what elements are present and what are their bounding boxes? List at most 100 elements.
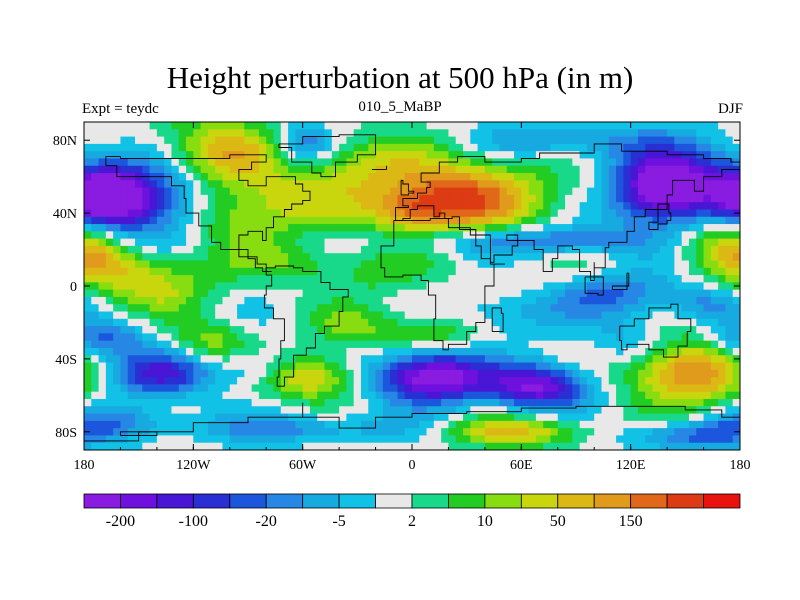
field-cell xyxy=(171,209,180,218)
field-cell xyxy=(178,173,187,181)
field-cell xyxy=(207,245,216,254)
field-cell xyxy=(397,435,406,444)
field-cell xyxy=(667,224,675,232)
field-cell xyxy=(528,253,537,262)
field-cell xyxy=(142,318,151,327)
field-cell xyxy=(324,282,333,291)
field-cell xyxy=(681,136,690,145)
field-cell xyxy=(91,398,100,407)
field-cell xyxy=(142,267,151,276)
field-cell xyxy=(594,173,603,181)
field-cell xyxy=(514,202,522,211)
field-cell xyxy=(382,209,391,218)
field-cell xyxy=(477,413,486,422)
field-cell xyxy=(91,158,100,167)
field-cell xyxy=(616,289,624,298)
field-cell xyxy=(623,420,632,429)
field-cell xyxy=(579,194,588,203)
field-cell xyxy=(339,340,347,349)
field-cell xyxy=(186,267,194,276)
field-cell xyxy=(579,187,588,196)
field-cell xyxy=(222,398,231,407)
field-cell xyxy=(200,122,209,130)
field-cell xyxy=(565,428,573,437)
field-cell xyxy=(433,435,442,444)
field-cell xyxy=(127,413,136,422)
field-cell xyxy=(688,428,697,437)
field-cell xyxy=(229,275,238,283)
field-cell xyxy=(171,442,180,450)
field-cell xyxy=(200,180,209,189)
field-cell xyxy=(390,289,399,298)
field-cell xyxy=(572,347,581,356)
field-cell xyxy=(127,384,136,393)
field-cell xyxy=(725,369,734,378)
field-cell xyxy=(696,224,705,232)
field-cell xyxy=(273,311,282,320)
field-cell xyxy=(710,377,719,385)
field-cell xyxy=(375,122,384,130)
field-cell xyxy=(397,347,406,356)
field-cell xyxy=(186,129,194,138)
field-cell xyxy=(412,238,420,247)
field-cell xyxy=(258,165,267,174)
field-cell xyxy=(360,136,369,145)
field-cell xyxy=(375,326,384,334)
field-cell xyxy=(557,173,566,181)
field-cell xyxy=(718,428,727,437)
field-cell xyxy=(178,304,187,313)
field-cell xyxy=(222,129,231,138)
field-cell xyxy=(171,165,180,174)
field-cell xyxy=(681,165,690,174)
field-cell xyxy=(309,442,318,450)
field-cell xyxy=(659,296,668,305)
field-cell xyxy=(317,420,326,429)
field-cell xyxy=(710,384,719,393)
field-cell xyxy=(499,391,508,400)
field-cell xyxy=(368,194,377,203)
field-cell xyxy=(543,369,552,378)
field-cell xyxy=(470,253,479,262)
field-cell xyxy=(667,420,675,429)
field-cell xyxy=(506,136,515,145)
field-cell xyxy=(120,377,129,385)
field-cell xyxy=(368,435,377,444)
field-cell xyxy=(681,369,690,378)
field-cell xyxy=(368,122,377,130)
field-cell xyxy=(156,304,165,313)
field-cell xyxy=(499,296,508,305)
field-cell xyxy=(470,326,479,334)
field-cell xyxy=(718,435,727,444)
field-cell xyxy=(164,413,173,422)
field-cell xyxy=(331,136,340,145)
field-cell xyxy=(528,406,537,415)
field-cell xyxy=(499,173,508,181)
field-cell xyxy=(616,151,624,160)
field-cell xyxy=(601,369,610,378)
field-cell xyxy=(492,355,501,364)
field-cell xyxy=(470,406,479,415)
field-cell xyxy=(718,209,727,218)
field-cell xyxy=(412,435,420,444)
field-cell xyxy=(579,173,588,181)
field-cell xyxy=(127,187,136,196)
field-cell xyxy=(251,355,260,364)
field-cell xyxy=(295,224,304,232)
field-cell xyxy=(528,165,537,174)
field-cell xyxy=(514,194,522,203)
field-cell xyxy=(448,289,457,298)
field-cell xyxy=(244,202,253,211)
field-cell xyxy=(616,304,624,313)
colorbar-label: 50 xyxy=(550,513,566,530)
field-cell xyxy=(659,311,668,320)
field-cell xyxy=(215,355,224,364)
field-cell xyxy=(718,224,727,232)
field-cell xyxy=(659,362,668,371)
field-cell xyxy=(572,355,581,364)
field-cell xyxy=(514,275,522,283)
field-cell xyxy=(200,398,209,407)
field-cell xyxy=(229,187,238,196)
field-cell xyxy=(237,428,245,437)
field-cell xyxy=(484,413,493,422)
